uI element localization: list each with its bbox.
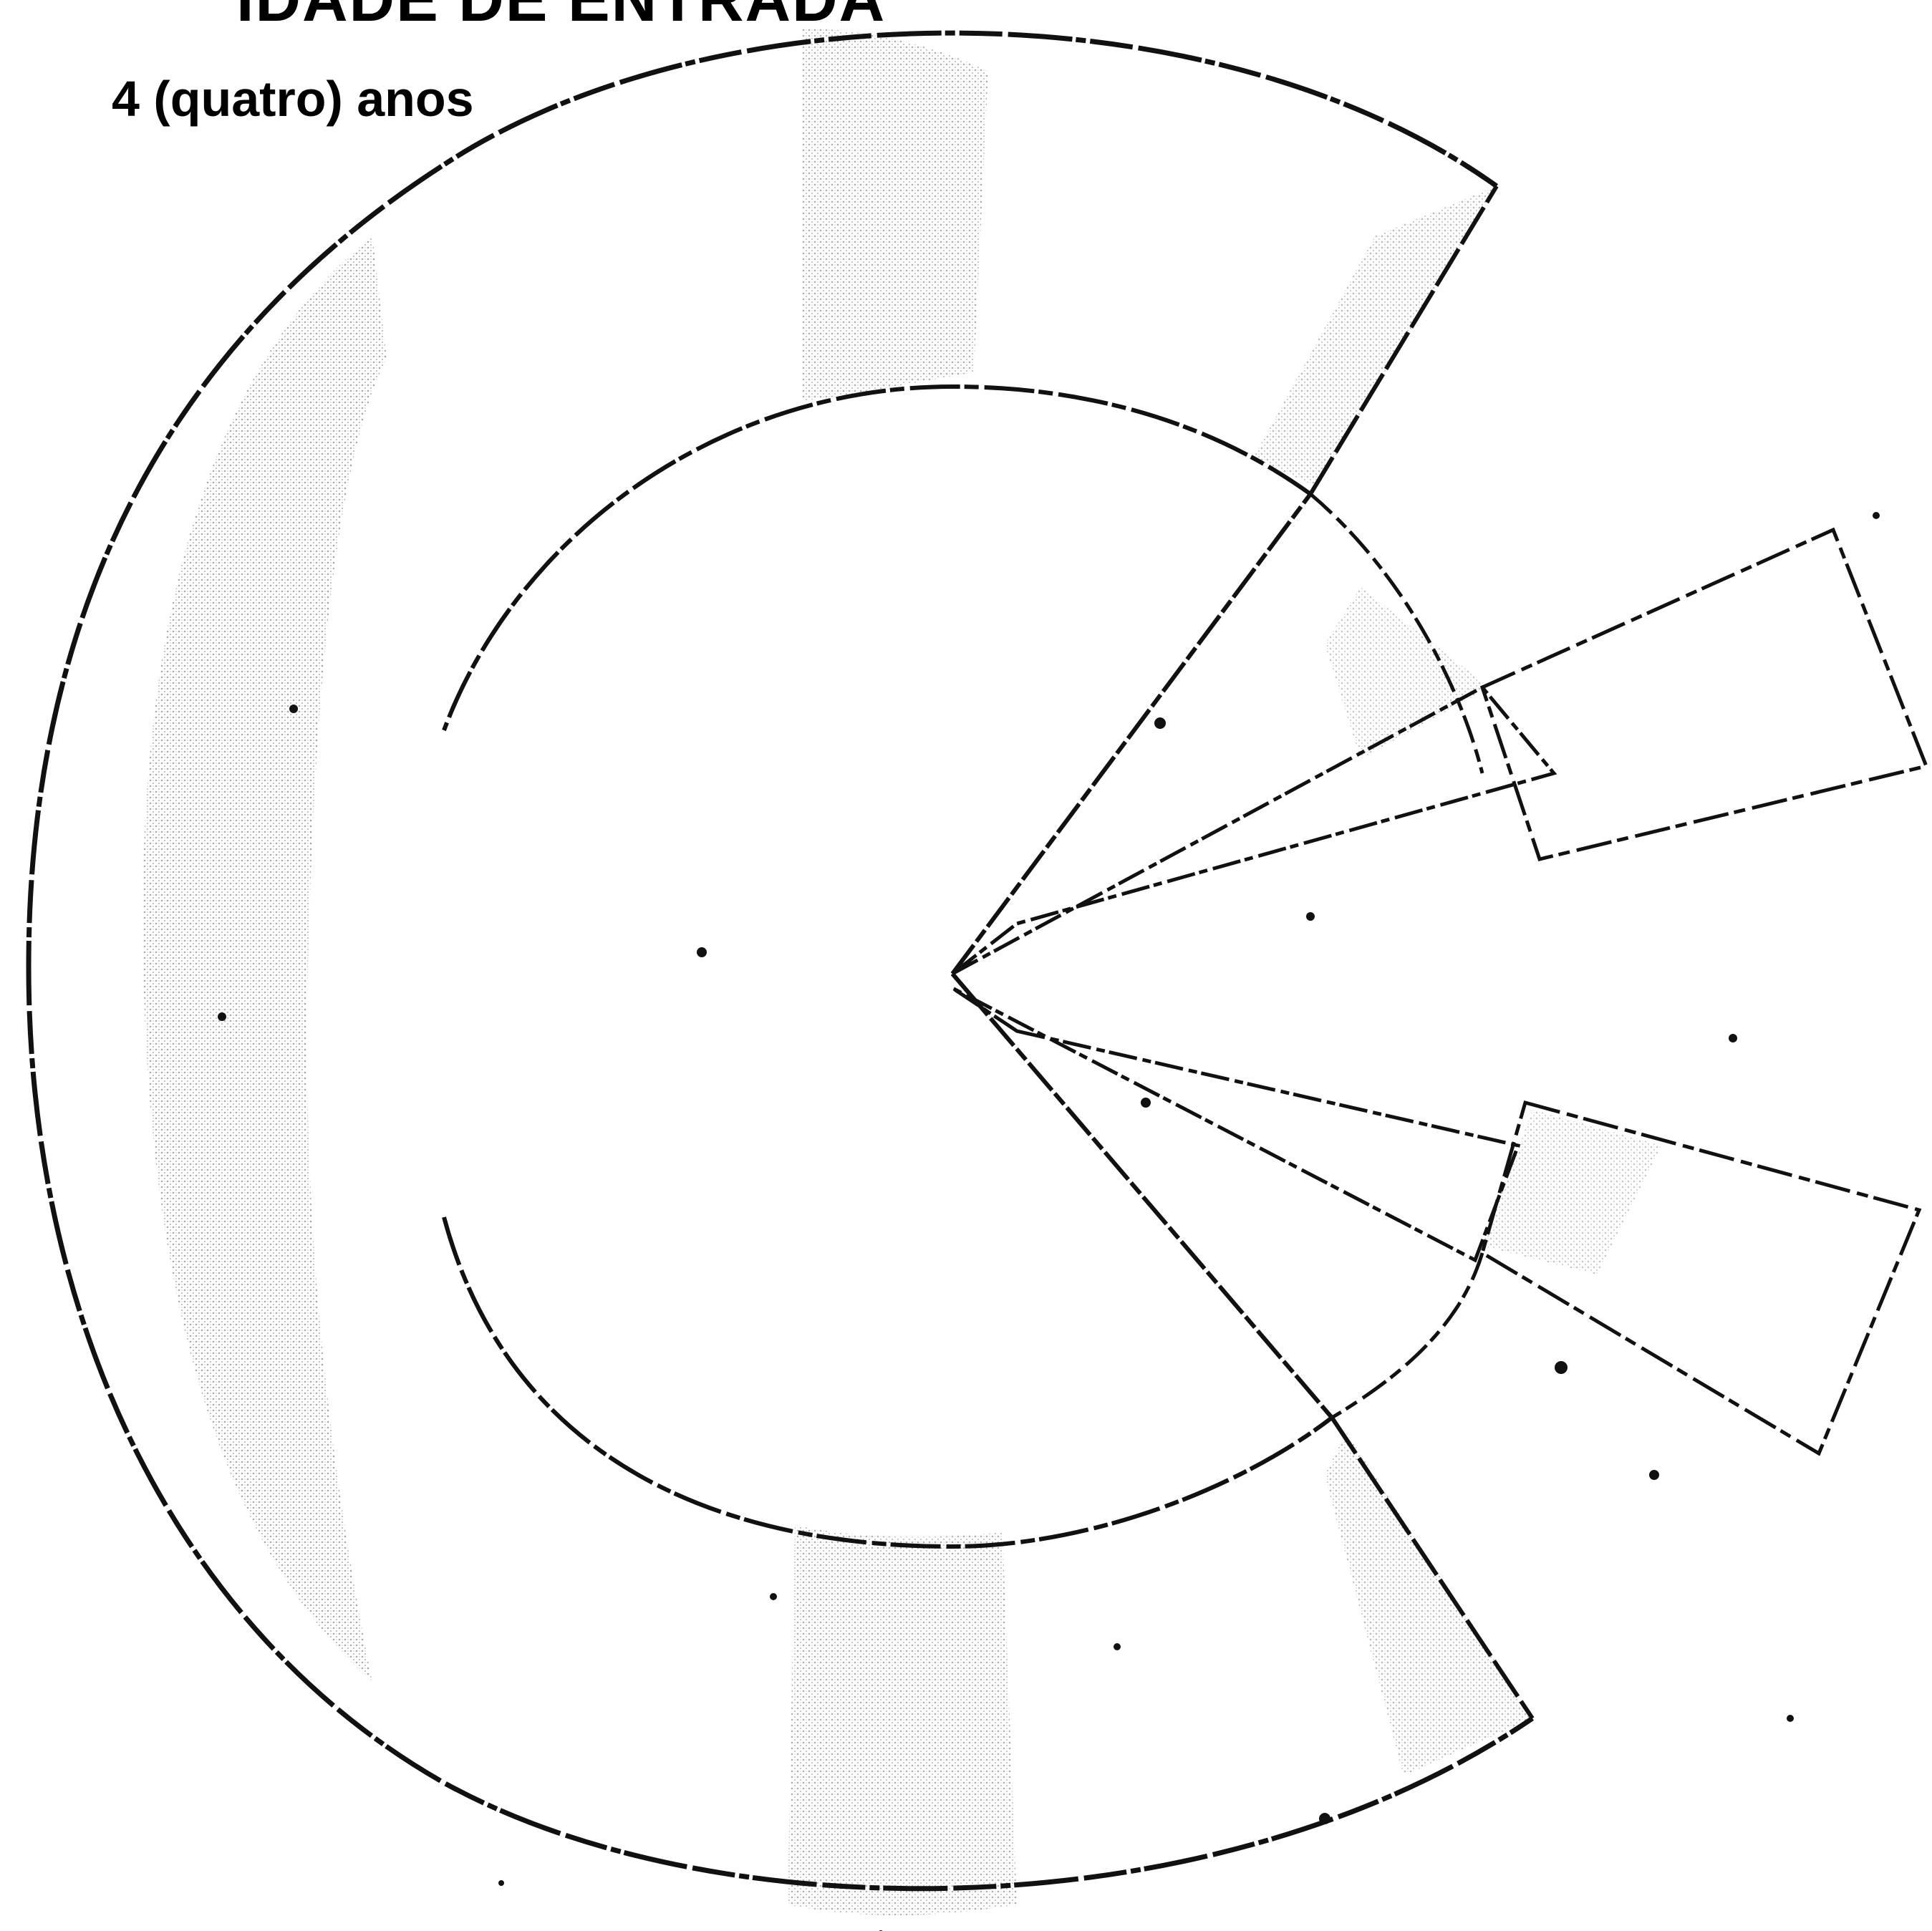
ring-shading-left: [143, 236, 387, 1683]
segment-shading-lower: [1325, 1432, 1532, 1776]
slice-piece-lower: [952, 988, 1518, 1260]
tab-shading-low: [1482, 1110, 1661, 1274]
ring-shading-bottom: [788, 1525, 1017, 1915]
wedge-line-lower: [952, 974, 1332, 1418]
tab-upper: [1482, 530, 1926, 859]
inner-circle-arc: [444, 387, 1332, 1547]
scan-specks: [218, 512, 1880, 1931]
ring-shading-top: [802, 29, 988, 401]
wedge-line-upper: [952, 494, 1310, 974]
tab-shading-mid: [1325, 587, 1489, 759]
segment-shading-upper: [1253, 186, 1497, 487]
slice-piece-upper: [952, 687, 1554, 974]
